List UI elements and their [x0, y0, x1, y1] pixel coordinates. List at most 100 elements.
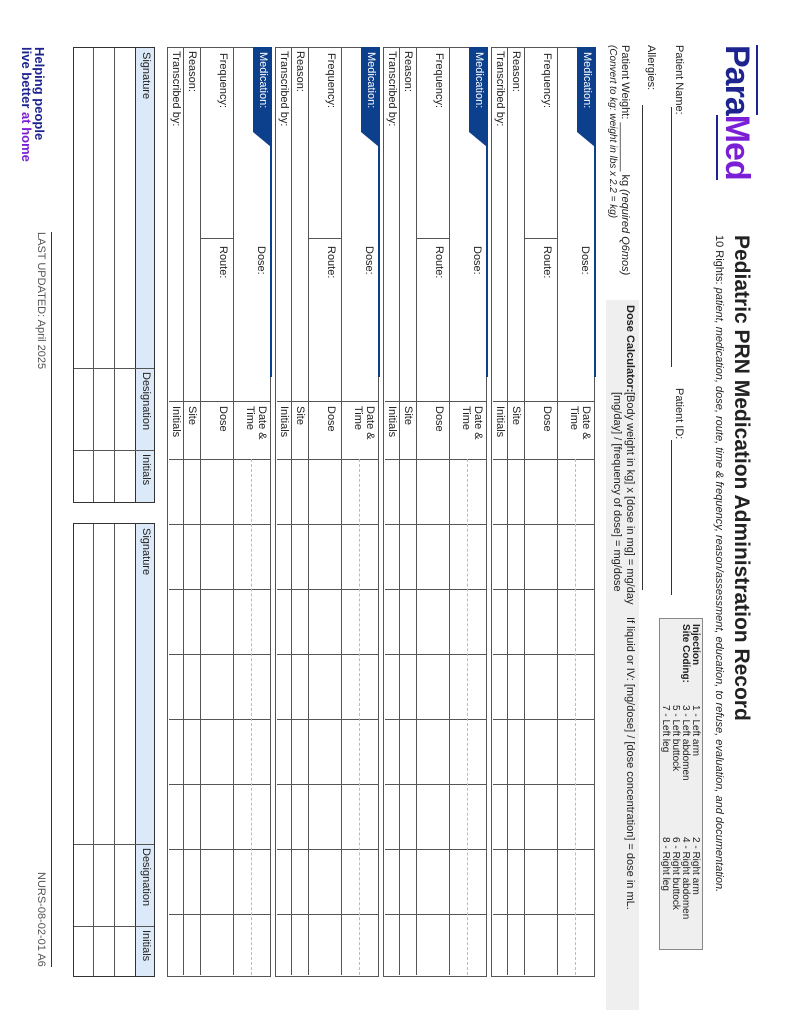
entry-cell[interactable] [342, 460, 378, 523]
entry-cell[interactable] [507, 460, 524, 523]
entry-cell[interactable] [450, 460, 486, 523]
entry-cell[interactable] [200, 720, 233, 783]
entry-cell[interactable] [490, 850, 507, 913]
entry-cell[interactable] [416, 850, 449, 913]
entry-cell[interactable] [558, 720, 594, 783]
signature-cell[interactable] [73, 524, 93, 844]
entry-cell[interactable] [166, 915, 183, 978]
entry-cell[interactable] [291, 915, 308, 978]
entry-cell[interactable] [200, 850, 233, 913]
entry-cell[interactable] [490, 655, 507, 718]
entry-cell[interactable] [234, 720, 270, 783]
entry-cell[interactable] [291, 785, 308, 848]
entry-cell[interactable] [558, 460, 594, 523]
entry-cell[interactable] [524, 915, 557, 978]
signature-cell[interactable] [94, 450, 114, 502]
entry-cell[interactable] [399, 590, 416, 653]
entry-cell[interactable] [558, 785, 594, 848]
entry-cell[interactable] [234, 525, 270, 588]
entry-cell[interactable] [274, 655, 291, 718]
entry-cell[interactable] [183, 525, 200, 588]
entry-cell[interactable] [416, 590, 449, 653]
entry-cell[interactable] [524, 655, 557, 718]
entry-cell[interactable] [342, 785, 378, 848]
entry-cell[interactable] [166, 850, 183, 913]
entry-cell[interactable] [308, 655, 341, 718]
entry-cell[interactable] [399, 525, 416, 588]
entry-cell[interactable] [382, 850, 399, 913]
entry-cell[interactable] [183, 655, 200, 718]
entry-cell[interactable] [450, 525, 486, 588]
signature-cell[interactable] [115, 524, 135, 844]
entry-cell[interactable] [382, 460, 399, 523]
entry-cell[interactable] [524, 785, 557, 848]
entry-cell[interactable] [308, 590, 341, 653]
entry-cell[interactable] [183, 785, 200, 848]
entry-cell[interactable] [291, 720, 308, 783]
entry-cell[interactable] [524, 525, 557, 588]
entry-cell[interactable] [450, 720, 486, 783]
entry-cell[interactable] [416, 720, 449, 783]
entry-cell[interactable] [274, 785, 291, 848]
entry-cell[interactable] [166, 720, 183, 783]
entry-cell[interactable] [291, 460, 308, 523]
entry-cell[interactable] [507, 915, 524, 978]
entry-cell[interactable] [166, 525, 183, 588]
entry-cell[interactable] [342, 525, 378, 588]
entry-cell[interactable] [558, 850, 594, 913]
signature-cell[interactable] [115, 844, 135, 926]
entry-cell[interactable] [490, 915, 507, 978]
entry-cell[interactable] [200, 655, 233, 718]
entry-cell[interactable] [382, 590, 399, 653]
entry-cell[interactable] [490, 525, 507, 588]
entry-cell[interactable] [183, 460, 200, 523]
entry-cell[interactable] [274, 850, 291, 913]
allergies-field[interactable] [642, 105, 643, 590]
entry-cell[interactable] [308, 785, 341, 848]
signature-cell[interactable] [73, 368, 93, 450]
entry-cell[interactable] [166, 460, 183, 523]
entry-cell[interactable] [416, 525, 449, 588]
entry-cell[interactable] [274, 525, 291, 588]
entry-cell[interactable] [342, 655, 378, 718]
entry-cell[interactable] [183, 720, 200, 783]
entry-cell[interactable] [308, 525, 341, 588]
entry-cell[interactable] [490, 590, 507, 653]
signature-cell[interactable] [94, 48, 114, 368]
entry-cell[interactable] [507, 850, 524, 913]
signature-cell[interactable] [73, 926, 93, 976]
entry-cell[interactable] [291, 655, 308, 718]
entry-cell[interactable] [558, 915, 594, 978]
entry-cell[interactable] [450, 785, 486, 848]
signature-cell[interactable] [94, 368, 114, 450]
entry-cell[interactable] [200, 590, 233, 653]
entry-cell[interactable] [166, 785, 183, 848]
entry-cell[interactable] [308, 720, 341, 783]
entry-cell[interactable] [200, 460, 233, 523]
entry-cell[interactable] [507, 525, 524, 588]
entry-cell[interactable] [382, 525, 399, 588]
entry-cell[interactable] [234, 850, 270, 913]
entry-cell[interactable] [399, 655, 416, 718]
entry-cell[interactable] [234, 590, 270, 653]
entry-cell[interactable] [524, 590, 557, 653]
entry-cell[interactable] [234, 915, 270, 978]
signature-cell[interactable] [94, 926, 114, 976]
signature-cell[interactable] [73, 48, 93, 368]
entry-cell[interactable] [342, 915, 378, 978]
entry-cell[interactable] [308, 915, 341, 978]
entry-cell[interactable] [399, 720, 416, 783]
entry-cell[interactable] [274, 590, 291, 653]
entry-cell[interactable] [490, 460, 507, 523]
signature-cell[interactable] [115, 368, 135, 450]
entry-cell[interactable] [234, 785, 270, 848]
signature-cell[interactable] [94, 524, 114, 844]
entry-cell[interactable] [558, 590, 594, 653]
entry-cell[interactable] [166, 655, 183, 718]
entry-cell[interactable] [399, 785, 416, 848]
entry-cell[interactable] [490, 720, 507, 783]
signature-cell[interactable] [73, 844, 93, 926]
entry-cell[interactable] [291, 525, 308, 588]
entry-cell[interactable] [524, 850, 557, 913]
entry-cell[interactable] [274, 915, 291, 978]
